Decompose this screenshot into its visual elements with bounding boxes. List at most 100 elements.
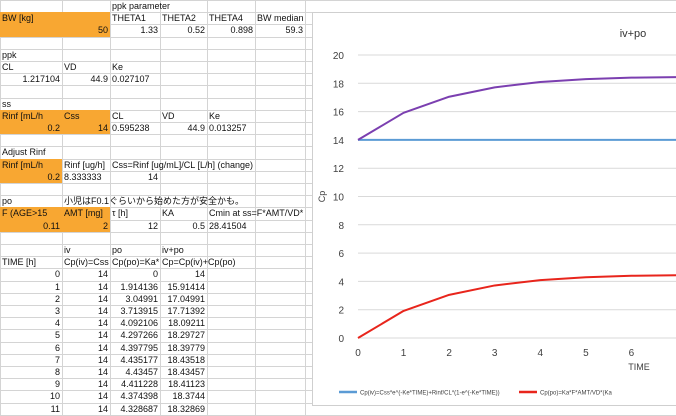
sheet-cell[interactable]: 18.41123 — [168, 379, 205, 390]
sheet-cell[interactable]: 14 — [97, 293, 108, 304]
sheet-cell[interactable]: VD — [64, 62, 77, 72]
sheet-cell[interactable]: Css=Rinf [ug/mL]/CL [L/h] (change) — [112, 159, 253, 170]
sheet-cell[interactable]: 14 — [97, 318, 108, 329]
sheet-cell[interactable]: 4.435177 — [120, 354, 158, 365]
sheet-cell[interactable]: 14 — [97, 367, 108, 377]
highlighted-cell[interactable] — [0, 170, 62, 183]
sheet-cell[interactable]: 4.374398 — [120, 391, 158, 402]
sheet-cell[interactable]: 4.397795 — [120, 342, 158, 353]
sheet-cell[interactable]: BW median — [257, 13, 304, 24]
sheet-cell[interactable]: Cp(po)=Ka* — [112, 257, 160, 268]
sheet-cell[interactable]: 8 — [54, 367, 60, 377]
sheet-cell[interactable]: iv — [64, 245, 71, 255]
sheet-cell[interactable]: 5 — [54, 330, 60, 341]
sheet-cell[interactable]: 4.411228 — [121, 379, 158, 390]
sheet-cell[interactable]: 18.43457 — [167, 367, 205, 377]
sheet-cell[interactable]: 0.2 — [47, 171, 60, 182]
sheet-cell[interactable]: 1.33 — [140, 25, 158, 36]
sheet-cell[interactable]: 0.027107 — [112, 74, 150, 85]
sheet-cell[interactable]: τ [h] — [112, 208, 129, 219]
sheet-cell[interactable]: 44.9 — [90, 74, 108, 85]
sheet-cell[interactable]: 1 — [54, 281, 60, 292]
sheet-cell[interactable]: Rinf [mL/h — [2, 159, 44, 170]
sheet-cell[interactable]: 14 — [97, 379, 108, 390]
sheet-cell[interactable]: 11 — [50, 403, 60, 414]
highlighted-cell[interactable] — [62, 122, 110, 135]
sheet-cell[interactable]: 4.092106 — [120, 318, 158, 329]
sheet-cell[interactable]: 0.013257 — [209, 123, 247, 133]
sheet-cell[interactable]: TIME [h] — [2, 257, 37, 268]
sheet-cell[interactable]: CL — [2, 62, 14, 72]
sheet-cell[interactable]: Adjust Rinf — [2, 147, 46, 158]
sheet-cell[interactable]: Rinf [mL/h — [2, 110, 44, 121]
sheet-cell[interactable]: 4 — [54, 318, 60, 329]
sheet-cell[interactable]: iv+po — [162, 245, 184, 255]
sheet-cell[interactable]: 18.39779 — [167, 342, 205, 353]
highlighted-cell[interactable] — [62, 12, 110, 25]
sheet-cell[interactable]: 1.217104 — [22, 74, 60, 85]
sheet-cell[interactable]: 18.43518 — [167, 354, 205, 365]
sheet-cell[interactable]: F (AGE>15 — [2, 208, 48, 219]
sheet-cell[interactable]: 3.713915 — [120, 306, 158, 316]
sheet-cell[interactable]: 8.333333 — [64, 171, 102, 182]
highlighted-cell[interactable] — [0, 122, 62, 135]
sheet-cell[interactable]: 14 — [97, 330, 108, 341]
sheet-cell[interactable]: 2 — [54, 293, 60, 304]
sheet-cell[interactable]: 17.71392 — [167, 306, 205, 316]
sheet-cell[interactable]: Cp(iv)=Css — [64, 257, 109, 268]
sheet-cell[interactable]: 14 — [97, 281, 108, 292]
sheet-cell[interactable]: 14 — [97, 306, 108, 316]
sheet-cell[interactable]: Ke — [112, 62, 124, 72]
sheet-cell[interactable]: ss — [2, 98, 11, 109]
sheet-cell[interactable]: 0 — [152, 269, 158, 280]
sheet-cell[interactable]: THETA2 — [162, 13, 196, 24]
highlighted-cell[interactable] — [62, 207, 110, 220]
sheet-cell[interactable]: 9 — [54, 379, 60, 390]
sheet-cell[interactable]: ppk — [2, 49, 17, 60]
sheet-cell[interactable]: 14 — [97, 403, 108, 414]
sheet-cell[interactable]: po — [2, 196, 13, 207]
sheet-cell[interactable]: 2 — [102, 220, 108, 231]
sheet-cell[interactable]: 14 — [97, 354, 108, 365]
highlighted-cell[interactable] — [62, 24, 110, 37]
highlighted-cell[interactable] — [0, 207, 62, 220]
sheet-cell[interactable]: 0.5 — [192, 220, 205, 231]
sheet-cell[interactable]: 0.898 — [230, 25, 253, 36]
sheet-cell[interactable]: 14 — [97, 391, 108, 402]
sheet-cell[interactable]: AMT [mg] — [64, 208, 103, 219]
sheet-cell[interactable]: 0 — [54, 269, 60, 280]
sheet-cell[interactable]: 18.32869 — [167, 403, 205, 414]
sheet-cell[interactable]: 28.41504 — [209, 220, 247, 231]
sheet-cell[interactable]: 50 — [97, 25, 108, 36]
highlighted-cell[interactable] — [62, 109, 110, 122]
sheet-cell[interactable]: 4.297266 — [120, 330, 158, 341]
sheet-cell[interactable]: 14 — [97, 123, 108, 133]
sheet-cell[interactable]: 44.9 — [187, 123, 205, 133]
sheet-cell[interactable]: 4.43457 — [125, 367, 158, 377]
sheet-cell[interactable]: 12 — [147, 220, 158, 231]
sheet-cell[interactable]: 7 — [54, 354, 60, 365]
sheet-cell[interactable]: Cmin at ss=F*AMT/VD* — [209, 208, 304, 219]
sheet-cell[interactable]: Rinf [ug/h] — [64, 159, 106, 170]
sheet-cell[interactable]: 14 — [97, 342, 108, 353]
sheet-cell[interactable]: 59.3 — [285, 25, 303, 36]
sheet-cell[interactable]: 0.2 — [47, 123, 60, 133]
highlighted-cell[interactable] — [0, 109, 62, 122]
highlighted-cell[interactable] — [62, 219, 110, 232]
sheet-cell[interactable]: THETA1 — [112, 13, 146, 24]
sheet-cell[interactable]: 17.04991 — [167, 293, 205, 304]
highlighted-cell[interactable] — [0, 24, 62, 37]
sheet-cell[interactable]: Ke — [209, 110, 221, 121]
highlighted-cell[interactable] — [0, 158, 62, 171]
sheet-cell[interactable]: THETA4 — [209, 13, 243, 24]
sheet-cell[interactable]: 0.11 — [43, 220, 60, 231]
sheet-cell[interactable]: 14 — [97, 269, 108, 280]
sheet-cell[interactable]: 3 — [54, 306, 60, 316]
sheet-cell[interactable]: ppk parameter — [112, 1, 171, 11]
chart[interactable]: 0 2 4 6 8 10 12 14 16 18 20 0 1 2 3 4 5 6 iv+po TIME Cp Cp(iv… — [312, 12, 676, 406]
sheet-cell[interactable]: Css — [64, 110, 80, 121]
sheet-cell[interactable]: 0.595238 — [112, 123, 150, 133]
sheet-cell[interactable]: po — [112, 245, 123, 255]
sheet-cell[interactable]: 18.29727 — [167, 330, 205, 341]
sheet-cell[interactable]: Cp=Cp(iv)+Cp(po) — [162, 257, 236, 268]
